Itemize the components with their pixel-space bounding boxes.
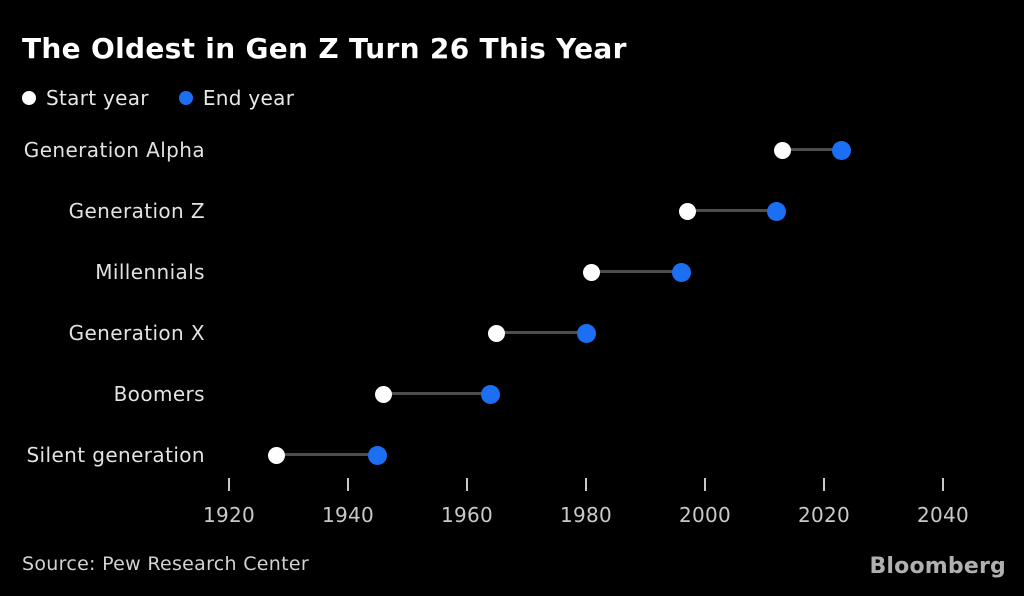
axis-tick <box>704 478 706 491</box>
axis-tick-label: 2000 <box>678 503 732 527</box>
axis-tick-label: 1960 <box>440 503 494 527</box>
axis-tick <box>942 478 944 491</box>
row-label: Generation Z <box>68 199 205 223</box>
start-year-dot-icon <box>22 91 36 105</box>
end-year-dot-icon <box>178 91 193 105</box>
row-label: Millennials <box>95 260 205 284</box>
range-connector <box>591 270 682 273</box>
start-year-dot <box>375 385 393 403</box>
axis-tick-label: 1920 <box>202 503 256 527</box>
start-year-dot <box>583 263 601 281</box>
chart-title: The Oldest in Gen Z Turn 26 This Year <box>22 32 627 65</box>
end-year-dot <box>766 201 786 221</box>
row-label: Generation Alpha <box>23 138 205 162</box>
axis-tick <box>347 478 349 491</box>
legend-start-label: Start year <box>46 86 149 110</box>
legend-item-start: Start year <box>22 86 149 110</box>
source-note: Source: Pew Research Center <box>22 553 309 575</box>
legend-item-end: End year <box>178 86 295 110</box>
start-year-dot <box>678 202 696 220</box>
axis-tick-label: 2020 <box>797 503 851 527</box>
legend: Start year End year <box>22 86 294 110</box>
legend-end-label: End year <box>202 86 295 110</box>
bloomberg-logo: Bloomberg <box>869 554 1006 579</box>
end-year-dot <box>671 262 691 282</box>
end-year-dot <box>368 445 388 465</box>
axis-tick <box>466 478 468 491</box>
row-label: Silent generation <box>26 443 205 467</box>
axis-tick <box>228 478 230 491</box>
axis-tick <box>823 478 825 491</box>
start-year-dot <box>773 141 791 159</box>
axis-tick-label: 1940 <box>321 503 375 527</box>
axis-tick-label: 2040 <box>916 503 970 527</box>
start-year-dot <box>268 446 286 464</box>
row-label: Boomers <box>113 382 205 406</box>
range-connector <box>687 209 777 212</box>
axis-tick-label: 1980 <box>559 503 613 527</box>
end-year-dot <box>832 140 852 160</box>
range-connector <box>496 331 586 334</box>
row-label: Generation X <box>68 321 205 345</box>
range-connector <box>383 392 491 395</box>
end-year-dot <box>576 323 596 343</box>
axis-tick <box>585 478 587 491</box>
end-year-dot <box>481 384 501 404</box>
range-connector <box>782 148 842 151</box>
range-connector <box>276 453 378 456</box>
start-year-dot <box>488 324 506 342</box>
